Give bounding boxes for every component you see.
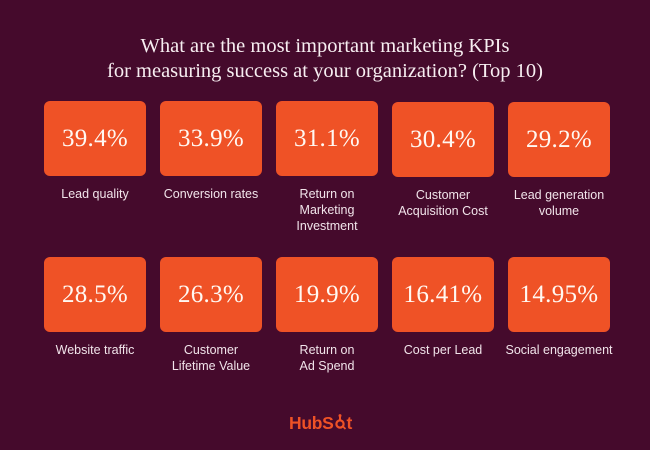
kpi-card-customer-acquisition-cost: 30.4% Customer Acquisition Cost — [392, 102, 494, 219]
kpi-card-lead-quality: 39.4% Lead quality — [44, 101, 146, 202]
kpi-label: Lead quality — [61, 187, 129, 201]
kpi-value: 39.4% — [44, 101, 146, 176]
kpi-label: Customer Acquisition Cost — [398, 188, 488, 218]
kpi-label: Return on Ad Spend — [299, 343, 355, 373]
kpi-card-social-engagement: 14.95% Social engagement — [505, 257, 613, 358]
kpi-card-customer-lifetime-value: 26.3% Customer Lifetime Value — [160, 257, 262, 374]
kpi-card-conversion-rates: 33.9% Conversion rates — [160, 101, 262, 202]
chart-title-line-2: for measuring success at your organizati… — [107, 60, 543, 82]
kpi-card-return-on-ad-spend: 19.9% Return on Ad Spend — [276, 257, 378, 374]
kpi-value: 30.4% — [392, 102, 494, 177]
kpi-label: Lead generation volume — [513, 188, 605, 218]
kpi-value: 14.95% — [508, 257, 610, 332]
kpi-value: 16.41% — [392, 257, 494, 332]
kpi-value: 31.1% — [276, 101, 378, 176]
kpi-label: Cost per Lead — [403, 343, 483, 357]
logo-text-end: t — [346, 412, 353, 433]
kpi-label: Conversion rates — [163, 187, 259, 201]
kpi-value: 28.5% — [44, 257, 146, 332]
kpi-value: 19.9% — [276, 257, 378, 332]
hubspot-logo: HubS t — [289, 411, 365, 435]
kpi-label: Customer Lifetime Value — [171, 343, 251, 373]
kpi-value: 33.9% — [160, 101, 262, 176]
logo-text-start: HubS — [289, 412, 334, 433]
chart-title-line-1: What are the most important marketing KP… — [140, 35, 510, 57]
kpi-card-cost-per-lead: 16.41% Cost per Lead — [392, 257, 494, 358]
kpi-label: Social engagement — [505, 343, 613, 357]
sprocket-icon — [334, 413, 346, 430]
kpi-value: 26.3% — [160, 257, 262, 332]
kpi-card-return-on-marketing-investment: 31.1% Return on Marketing Investment — [276, 101, 378, 234]
kpi-value: 29.2% — [508, 102, 610, 177]
kpi-label: Return on Marketing Investment — [296, 187, 358, 233]
kpi-card-lead-generation-volume: 29.2% Lead generation volume — [508, 102, 610, 219]
kpi-card-website-traffic: 28.5% Website traffic — [44, 257, 146, 358]
chart-title: What are the most important marketing KP… — [0, 34, 650, 84]
kpi-label: Website traffic — [55, 343, 135, 357]
